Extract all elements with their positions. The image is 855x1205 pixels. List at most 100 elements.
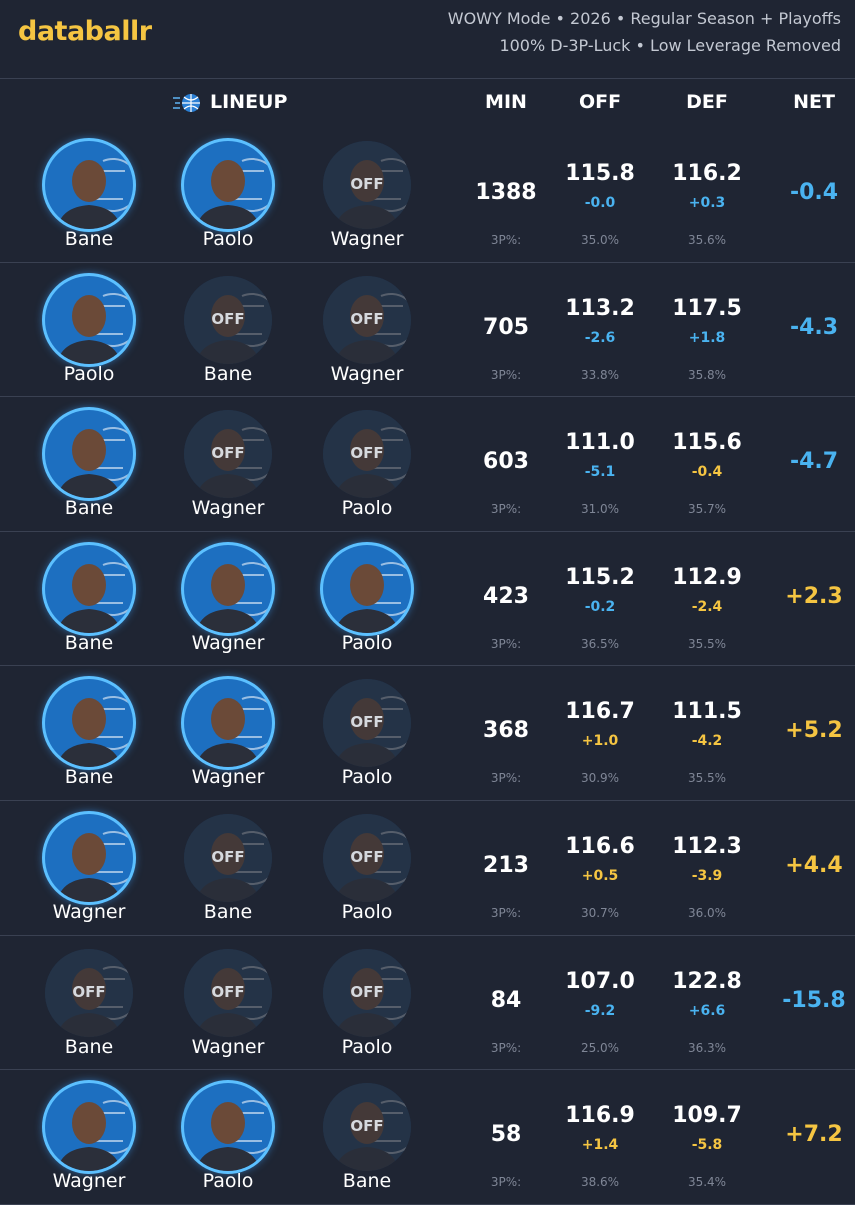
lineup-icon bbox=[173, 94, 200, 112]
def-diff: -4.2 bbox=[691, 733, 723, 750]
minutes: 368 bbox=[483, 718, 529, 744]
net-rating: -4.3 bbox=[789, 314, 839, 340]
def-3p: 36.0% bbox=[687, 906, 727, 920]
net-rating: -0.4 bbox=[789, 180, 839, 205]
off-diff: +1.4 bbox=[581, 1137, 619, 1154]
off-diff: +0.5 bbox=[581, 868, 619, 884]
off-rating: 115.2 bbox=[565, 564, 635, 590]
player-photo bbox=[335, 561, 411, 633]
divider bbox=[0, 530, 855, 532]
off-3p: 31.0% bbox=[580, 502, 620, 517]
net-rating: -4.7 bbox=[789, 449, 839, 475]
def-rating: 116.2 bbox=[672, 161, 742, 186]
off-diff: -2.6 bbox=[584, 329, 616, 346]
def-rating: 111.5 bbox=[672, 699, 742, 725]
off-rating: 116.6 bbox=[565, 834, 635, 859]
column-header: NET bbox=[793, 91, 835, 113]
divider bbox=[0, 1069, 855, 1071]
player-name: Paolo bbox=[63, 362, 115, 385]
player-photo bbox=[45, 948, 133, 1037]
def-3p: 36.3% bbox=[687, 1040, 727, 1055]
off-diff: -0.0 bbox=[584, 195, 616, 211]
player-avatar bbox=[45, 275, 133, 364]
player-photo bbox=[57, 696, 133, 768]
off-diff: -9.2 bbox=[584, 1002, 616, 1019]
player-photo bbox=[323, 410, 411, 499]
three-label: 3P%: bbox=[490, 1040, 522, 1055]
player-avatar bbox=[45, 679, 133, 768]
def-diff: -0.4 bbox=[691, 464, 723, 481]
player-photo bbox=[196, 158, 272, 229]
def-3p: 35.4% bbox=[687, 1175, 727, 1190]
net-rating: +2.3 bbox=[785, 583, 843, 609]
off-badge: OFF bbox=[350, 1117, 384, 1136]
divider bbox=[0, 396, 855, 398]
three-label: 3P%: bbox=[490, 367, 522, 382]
player-avatar bbox=[184, 814, 272, 902]
off-3p: 33.8% bbox=[580, 367, 620, 382]
player-name: Wagner bbox=[52, 901, 126, 923]
def-3p: 35.7% bbox=[687, 502, 727, 517]
three-label: 3P%: bbox=[490, 233, 522, 247]
off-badge: OFF bbox=[211, 848, 245, 866]
minutes: 423 bbox=[483, 583, 529, 609]
player-avatar bbox=[45, 948, 133, 1037]
off-badge: OFF bbox=[211, 444, 245, 463]
minutes: 58 bbox=[490, 1122, 522, 1148]
player-avatar bbox=[45, 814, 133, 902]
def-diff: +1.8 bbox=[688, 329, 726, 346]
player-avatar bbox=[184, 544, 272, 633]
player-avatar bbox=[323, 679, 411, 768]
off-badge: OFF bbox=[350, 848, 384, 866]
player-avatar bbox=[323, 275, 411, 364]
def-3p: 35.8% bbox=[687, 367, 727, 382]
def-diff: -2.4 bbox=[691, 598, 723, 615]
def-3p: 35.5% bbox=[687, 636, 727, 651]
player-photo bbox=[323, 1083, 411, 1172]
three-label: 3P%: bbox=[490, 636, 522, 651]
player-name: Paolo bbox=[341, 631, 393, 654]
player-name: Paolo bbox=[341, 901, 393, 923]
player-avatar bbox=[45, 1083, 133, 1172]
player-avatar bbox=[323, 1083, 411, 1172]
off-rating: 111.0 bbox=[565, 430, 635, 456]
off-3p: 35.0% bbox=[580, 233, 620, 247]
def-diff: +0.3 bbox=[688, 195, 726, 211]
off-badge: OFF bbox=[72, 982, 106, 1001]
minutes: 84 bbox=[490, 987, 522, 1013]
off-3p: 38.6% bbox=[580, 1175, 620, 1190]
off-badge: OFF bbox=[350, 982, 384, 1001]
logo: databallr bbox=[18, 16, 152, 47]
player-avatar bbox=[323, 948, 411, 1037]
off-diff: +1.0 bbox=[581, 733, 619, 750]
player-name: Wagner bbox=[330, 228, 404, 250]
off-badge: OFF bbox=[211, 982, 245, 1001]
player-name: Paolo bbox=[341, 497, 393, 520]
player-avatar bbox=[45, 141, 133, 229]
off-3p: 30.7% bbox=[580, 906, 620, 920]
minutes: 213 bbox=[483, 853, 529, 878]
off-rating: 115.8 bbox=[565, 161, 635, 186]
minutes: 1388 bbox=[475, 180, 537, 205]
def-rating: 115.6 bbox=[672, 430, 742, 456]
player-avatar bbox=[184, 948, 272, 1037]
player-photo bbox=[57, 1100, 133, 1172]
def-diff: +6.6 bbox=[688, 1002, 726, 1019]
player-name: Bane bbox=[203, 901, 253, 923]
net-rating: +4.4 bbox=[785, 853, 843, 878]
player-avatar bbox=[323, 410, 411, 499]
player-avatar bbox=[184, 410, 272, 499]
player-name: Bane bbox=[64, 766, 114, 789]
subtitle: WOWY Mode • 2026 • Regular Season + Play… bbox=[447, 9, 841, 28]
player-name: Bane bbox=[342, 1170, 392, 1193]
off-badge: OFF bbox=[350, 309, 384, 328]
column-header: MIN bbox=[485, 91, 527, 113]
player-avatar bbox=[184, 679, 272, 768]
player-photo bbox=[323, 679, 411, 768]
player-photo bbox=[57, 158, 133, 229]
divider bbox=[0, 261, 855, 263]
off-badge: OFF bbox=[211, 309, 245, 328]
player-photo bbox=[323, 141, 411, 229]
player-avatar bbox=[184, 275, 272, 364]
